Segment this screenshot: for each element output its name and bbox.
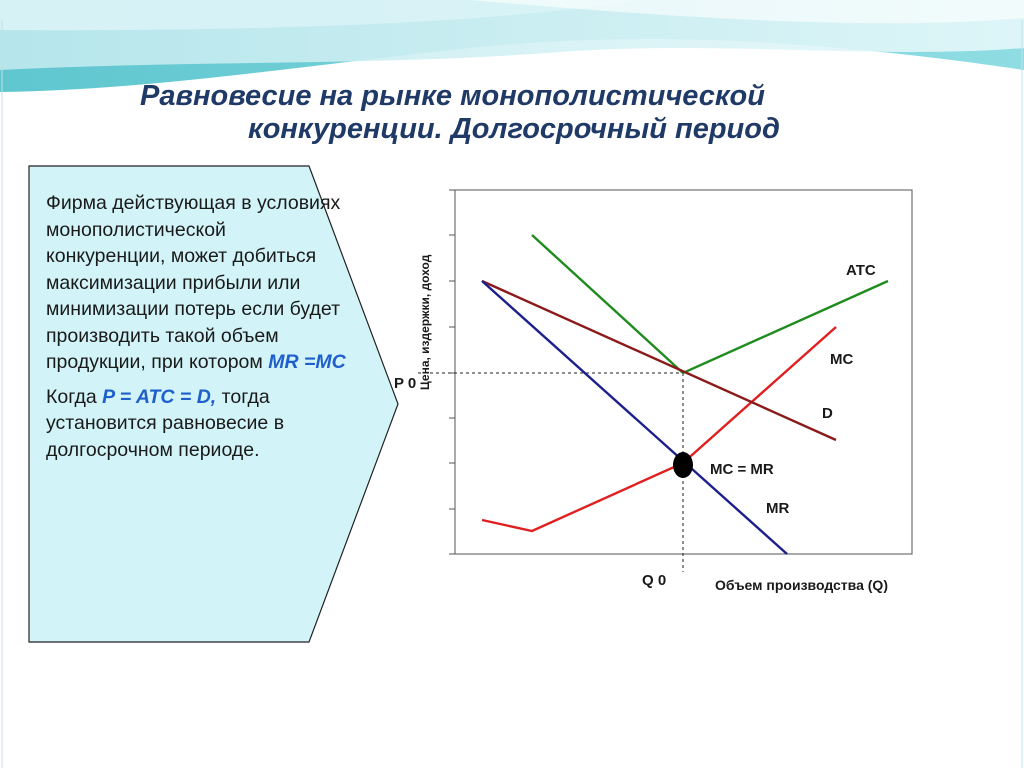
y-axis-ticks [449,189,455,555]
q0-label: Q 0 [642,572,666,589]
mr-curve [481,280,788,555]
callout-para1-text: Фирма действующая в условиях монополисти… [46,192,341,373]
callout-paragraph-2: Когда P = ATC = D, тогда установится рав… [46,384,346,464]
callout-paragraph-1: Фирма действующая в условиях монополисти… [46,190,346,376]
title-line-2: конкуренции. Долгосрочный период [248,113,780,145]
callout-arrow [28,165,399,643]
x-axis-label: Объем производства (Q) [715,577,888,593]
header-wave-top [0,0,640,31]
header-wave-highlight [470,0,1024,24]
callout-para1-highlight: MR =MC [268,351,346,373]
callout-para2-prefix: Когда [46,385,97,408]
atc-curve [531,234,889,375]
y-axis-label: Цена, издержки, доход [418,254,432,390]
demand-curve [481,279,837,442]
p0-label: P 0 [394,375,416,392]
atc-label: ATC [846,262,876,279]
mc-label: MC [830,351,853,368]
mc-curve [481,326,837,533]
mc-mr-label: MC = MR [710,461,774,478]
mr-label: MR [766,500,789,517]
d-label: D [822,405,833,422]
callout-text: Фирма действующая в условиях монополисти… [46,190,346,471]
equilibrium-point [673,452,693,478]
callout-para2-highlight: P = ATC = D, [102,385,217,408]
title-line-1: Равновесие на рынке монополистической [140,80,765,112]
callout-para2-suffix: тогда установится равновесие в долгосроч… [46,385,285,461]
